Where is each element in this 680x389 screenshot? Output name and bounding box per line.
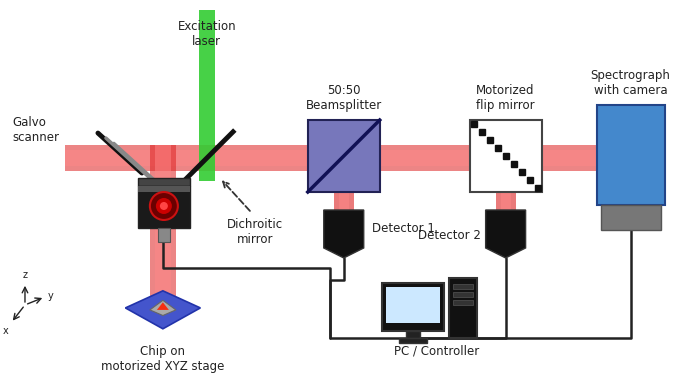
Text: Motorized
flip mirror: Motorized flip mirror <box>476 84 535 112</box>
Text: 50:50
Beamsplitter: 50:50 Beamsplitter <box>305 84 382 112</box>
Text: Detector 1: Detector 1 <box>372 223 435 235</box>
Text: Dichroitic
mirror: Dichroitic mirror <box>226 218 283 246</box>
Polygon shape <box>486 210 526 258</box>
Polygon shape <box>158 228 170 242</box>
Polygon shape <box>138 186 190 228</box>
Polygon shape <box>496 192 515 210</box>
Polygon shape <box>453 300 473 305</box>
Polygon shape <box>155 145 171 310</box>
Polygon shape <box>500 192 511 210</box>
Polygon shape <box>125 291 201 329</box>
Text: Excitation
laser: Excitation laser <box>177 20 236 48</box>
Polygon shape <box>138 186 190 192</box>
Polygon shape <box>334 192 354 210</box>
Polygon shape <box>398 338 426 343</box>
Text: Spectrograph
with camera: Spectrograph with camera <box>591 69 670 97</box>
Circle shape <box>150 192 178 220</box>
Polygon shape <box>449 278 477 338</box>
Polygon shape <box>199 10 215 181</box>
Polygon shape <box>65 145 664 171</box>
Circle shape <box>160 202 168 210</box>
Text: Detector 2: Detector 2 <box>418 230 481 242</box>
Text: Chip on
motorized XYZ stage: Chip on motorized XYZ stage <box>101 345 224 373</box>
Polygon shape <box>453 292 473 297</box>
Polygon shape <box>324 210 364 258</box>
Polygon shape <box>381 283 443 331</box>
Polygon shape <box>406 331 420 338</box>
Text: y: y <box>48 291 54 301</box>
Polygon shape <box>386 287 440 323</box>
Polygon shape <box>65 150 664 166</box>
Polygon shape <box>138 178 190 186</box>
Polygon shape <box>453 284 473 289</box>
Polygon shape <box>339 192 349 210</box>
Text: PC / Controller: PC / Controller <box>394 345 479 358</box>
Text: Galvo
scanner: Galvo scanner <box>12 116 59 144</box>
Polygon shape <box>157 302 169 310</box>
Polygon shape <box>308 120 379 192</box>
Polygon shape <box>600 205 660 230</box>
Circle shape <box>156 198 172 214</box>
Polygon shape <box>596 105 664 205</box>
Text: z: z <box>22 270 27 280</box>
Polygon shape <box>470 120 541 192</box>
Polygon shape <box>150 145 176 310</box>
Polygon shape <box>150 300 176 315</box>
Text: x: x <box>2 326 8 336</box>
